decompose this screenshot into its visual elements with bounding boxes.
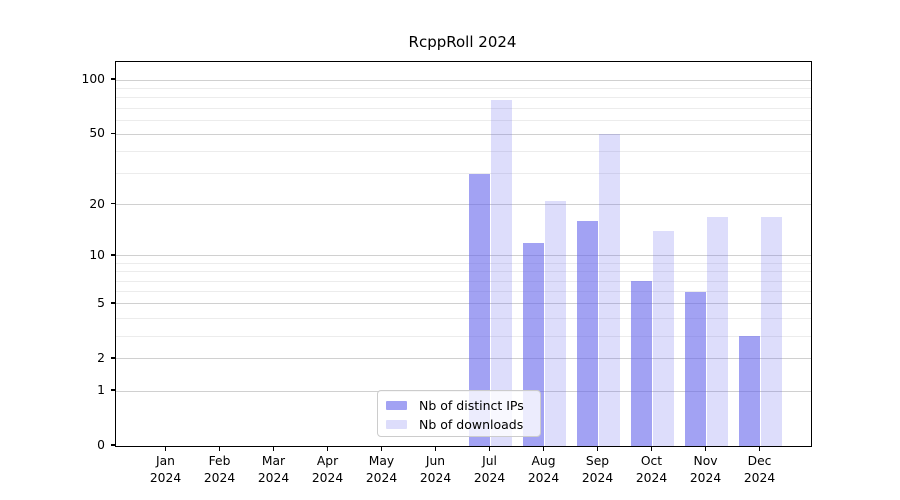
gridline-minor [116,262,811,264]
x-tick-label: Jun 2024 [419,454,452,485]
x-tick-mark [488,446,491,451]
x-tick-label: May 2024 [365,454,398,485]
gridline-major [116,303,811,305]
y-tick-mark [110,389,115,391]
bar-distinct-ips [468,173,491,446]
legend-item-downloads: Nb of downloads [386,415,532,434]
y-tick-label: 0 [97,438,105,452]
y-tick-label: 10 [89,247,105,262]
x-tick-label: Apr 2024 [311,454,344,485]
y-tick-mark [110,357,115,359]
y-tick-mark [110,254,115,256]
gridline-minor [116,119,811,121]
x-tick-label: Jan 2024 [149,454,182,485]
gridline-minor [116,151,811,153]
legend-swatch-distinct-ips-icon [386,401,407,410]
gridline-major [116,79,811,81]
x-tick-label: Nov 2024 [689,454,722,485]
legend-label-downloads: Nb of downloads [419,417,524,432]
y-tick-label: 20 [89,196,105,211]
x-tick-mark [650,446,653,451]
y-tick-label: 100 [81,72,105,87]
bar-downloads [760,216,783,446]
x-tick-label: Sep 2024 [581,454,614,485]
x-tick-label: Jul 2024 [473,454,506,485]
y-tick-mark [110,78,115,80]
gridline-minor [116,280,811,282]
y-tick-label: 5 [97,295,105,310]
gridline-major [116,255,811,257]
y-tick-mark [110,302,115,304]
gridline-minor [116,87,811,89]
x-tick-label: Mar 2024 [257,454,290,485]
gridline-major [116,358,811,360]
y-tick-mark [110,132,115,134]
x-tick-mark [704,446,707,451]
gridline-major [116,204,811,206]
chart-title: RcppRoll 2024 [408,33,517,51]
gridline-minor [116,107,811,109]
x-tick-mark [380,446,383,451]
bar-distinct-ips [630,281,653,446]
legend: Nb of distinct IPs Nb of downloads [377,390,541,437]
bar-downloads [652,231,675,446]
x-tick-mark [542,446,545,451]
gridline-minor [116,173,811,175]
x-tick-label: Aug 2024 [527,454,560,485]
x-tick-mark [326,446,329,451]
y-tick-mark [110,202,115,205]
gridline-minor [116,335,811,337]
gridline-major [116,133,811,135]
x-tick-mark [434,446,437,451]
x-tick-mark [218,446,221,451]
x-tick-label: Oct 2024 [635,454,668,485]
bar-downloads [544,200,567,446]
y-tick-label: 2 [97,350,105,365]
x-tick-label: Dec 2024 [743,454,776,485]
x-tick-mark [596,446,599,451]
x-tick-mark [758,446,761,451]
bar-downloads [706,216,729,446]
legend-item-distinct-ips: Nb of distinct IPs [386,396,532,415]
bar-distinct-ips [576,221,599,446]
y-tick-label: 50 [89,126,105,141]
plot-area [115,61,812,447]
y-tick-mark [110,444,115,446]
gridline-minor [116,271,811,273]
bar-downloads [490,99,513,446]
x-tick-mark [164,446,167,451]
y-tick-label: 1 [97,383,105,398]
bar-distinct-ips [684,291,707,446]
bar-distinct-ips [738,336,761,446]
gridline-minor [116,317,811,319]
legend-swatch-downloads-icon [386,420,407,429]
legend-label-distinct-ips: Nb of distinct IPs [419,398,524,413]
x-tick-label: Feb 2024 [203,454,236,485]
x-tick-mark [272,446,275,451]
gridline-minor [116,97,811,99]
bar-downloads [598,134,621,446]
gridline-minor [116,291,811,293]
